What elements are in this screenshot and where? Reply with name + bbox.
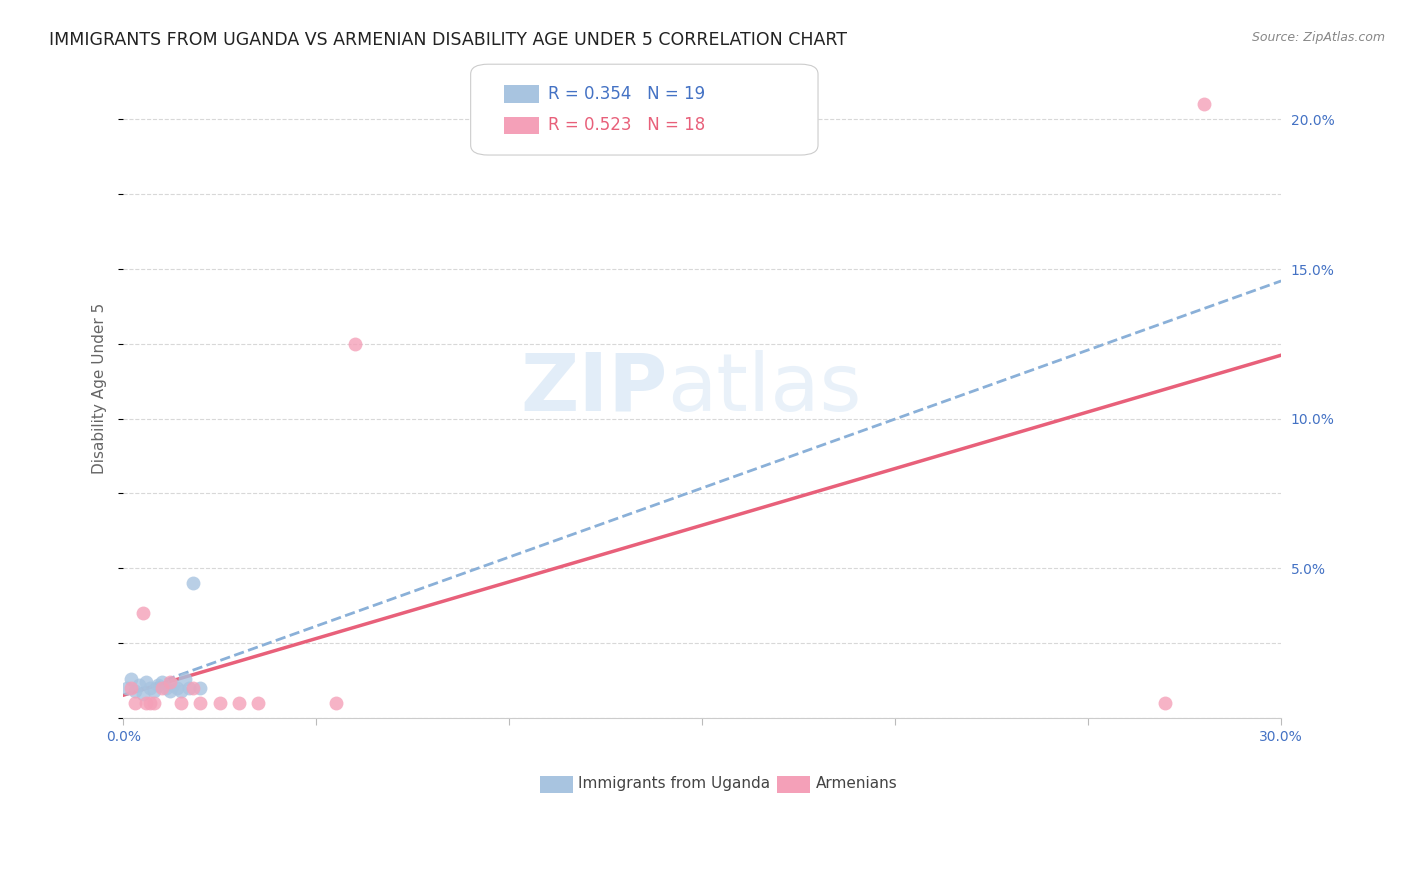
Point — [135, 674, 157, 689]
Point — [135, 696, 157, 710]
Text: R = 0.354   N = 19: R = 0.354 N = 19 — [548, 85, 706, 103]
Point — [120, 681, 142, 695]
Point — [228, 696, 250, 710]
Point — [150, 681, 173, 695]
Point — [143, 683, 166, 698]
Point — [1192, 97, 1215, 112]
Text: Immigrants from Uganda: Immigrants from Uganda — [578, 776, 770, 791]
Point — [190, 681, 212, 695]
Point — [208, 696, 231, 710]
FancyBboxPatch shape — [505, 86, 538, 103]
Text: IMMIGRANTS FROM UGANDA VS ARMENIAN DISABILITY AGE UNDER 5 CORRELATION CHART: IMMIGRANTS FROM UGANDA VS ARMENIAN DISAB… — [49, 31, 848, 49]
FancyBboxPatch shape — [540, 776, 572, 793]
Point — [131, 606, 153, 620]
Point — [159, 674, 181, 689]
Point — [155, 681, 177, 695]
Text: R = 0.523   N = 18: R = 0.523 N = 18 — [548, 116, 706, 135]
Point — [177, 681, 200, 695]
FancyBboxPatch shape — [505, 117, 538, 134]
Point — [170, 696, 193, 710]
Point — [190, 696, 212, 710]
Point — [170, 683, 193, 698]
Point — [139, 696, 162, 710]
Point — [131, 687, 153, 701]
Point — [146, 678, 169, 692]
Text: atlas: atlas — [668, 350, 862, 427]
Point — [1154, 696, 1177, 710]
Point — [124, 683, 146, 698]
Point — [115, 681, 138, 695]
Point — [139, 681, 162, 695]
Point — [343, 336, 366, 351]
Point — [128, 678, 150, 692]
Point — [159, 683, 181, 698]
Text: Source: ZipAtlas.com: Source: ZipAtlas.com — [1251, 31, 1385, 45]
Point — [181, 681, 204, 695]
Point — [124, 696, 146, 710]
Point — [150, 674, 173, 689]
Point — [143, 696, 166, 710]
Y-axis label: Disability Age Under 5: Disability Age Under 5 — [93, 303, 107, 475]
Point — [120, 672, 142, 686]
Point — [174, 672, 197, 686]
Text: Armenians: Armenians — [815, 776, 897, 791]
Point — [181, 576, 204, 591]
Point — [247, 696, 270, 710]
Point — [166, 681, 188, 695]
Point — [162, 678, 184, 692]
FancyBboxPatch shape — [471, 64, 818, 155]
Text: ZIP: ZIP — [520, 350, 668, 427]
FancyBboxPatch shape — [778, 776, 810, 793]
Point — [325, 696, 347, 710]
